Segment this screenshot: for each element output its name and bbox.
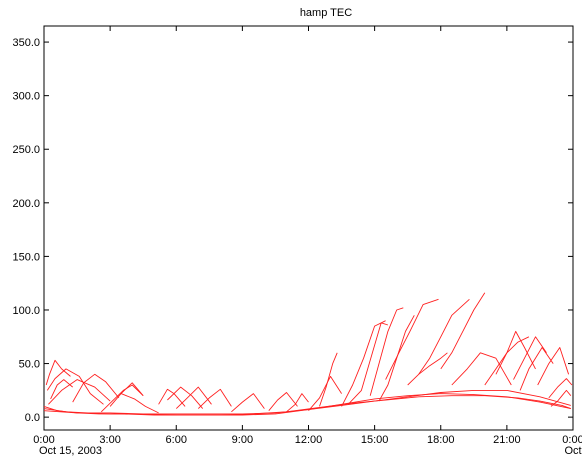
x-tick-label: 3:00 (99, 434, 120, 446)
series-line (385, 298, 439, 380)
series-line (50, 379, 73, 400)
series-line (286, 393, 309, 413)
series-line (550, 389, 572, 407)
series-line (120, 393, 159, 414)
series-line (268, 392, 298, 411)
series-line (537, 347, 570, 386)
series-group (43, 292, 573, 416)
series-line (548, 378, 573, 399)
x-tick-label: 21:00 (493, 434, 521, 446)
series-line (72, 373, 120, 403)
x-tick-label: 0:00 (33, 434, 54, 446)
series-line (100, 384, 144, 413)
chart-title: hamp TEC (300, 7, 352, 19)
series-line (109, 382, 144, 407)
y-tick-label: 0.0 (25, 412, 40, 424)
y-tick-label: 50.0 (19, 359, 40, 371)
series-line (369, 307, 404, 396)
y-tick-label: 150.0 (12, 251, 40, 263)
series-line (451, 352, 512, 386)
y-tick-label: 200.0 (12, 198, 40, 210)
series-line (231, 393, 265, 413)
x-tick-sublabel: Oct 15, 2003 (39, 445, 102, 456)
series-line (48, 379, 111, 405)
y-tick-label: 300.0 (12, 91, 40, 103)
series-line (347, 322, 389, 405)
series-line (46, 368, 104, 405)
y-tick-label: 250.0 (12, 144, 40, 156)
series-line (407, 352, 448, 386)
series-line (197, 388, 232, 409)
series-line (308, 375, 342, 411)
x-tick-label: 0:00 (562, 434, 582, 446)
series-line (158, 388, 186, 407)
series-line (519, 347, 554, 391)
series-line (43, 395, 571, 416)
series-line (319, 352, 338, 407)
series-line (43, 389, 571, 416)
x-tick-label: 9:00 (232, 434, 253, 446)
series-line (341, 320, 386, 407)
x-tick-label: 12:00 (295, 434, 323, 446)
plot-frame (43, 25, 574, 431)
y-axis: 0.0 50.0 100.0 150.0 200.0 250.0 300.0 350.0 (12, 37, 573, 424)
series-line (495, 330, 536, 375)
series-line (43, 393, 571, 415)
series-line (418, 298, 470, 375)
y-tick-label: 100.0 (12, 305, 40, 317)
series-line (175, 386, 212, 409)
x-tick-label: 18:00 (427, 434, 455, 446)
x-tick-label: 6:00 (166, 434, 187, 446)
series-line (167, 386, 204, 409)
series-line (45, 359, 71, 386)
x-tick-label: 15:00 (361, 434, 389, 446)
y-tick-label: 350.0 (12, 37, 40, 49)
series-line (513, 336, 547, 380)
series-line (440, 292, 486, 370)
x-tick-sublabel: Oct (564, 445, 581, 456)
